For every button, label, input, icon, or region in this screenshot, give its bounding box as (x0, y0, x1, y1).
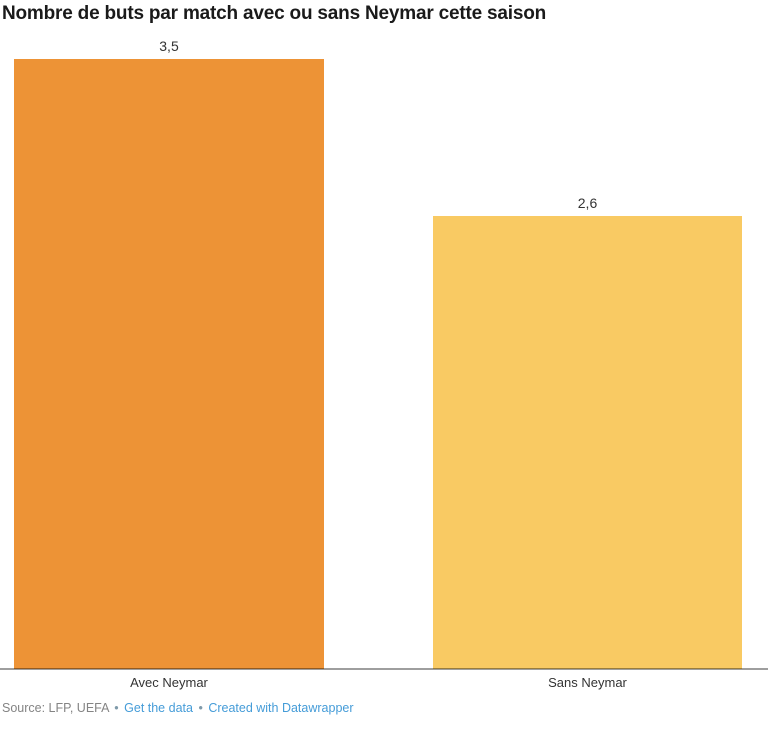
chart-title: Nombre de buts par match avec ou sans Ne… (2, 3, 547, 24)
footer-separator: • (114, 701, 119, 715)
x-axis-baseline (0, 668, 768, 670)
get-the-data-link[interactable]: Get the data (124, 701, 193, 715)
chart-footer: Source: LFP, UEFA • Get the data • Creat… (2, 700, 354, 716)
bar-group-sans-neymar: 2,6 (433, 195, 742, 669)
bar-group-avec-neymar: 3,5 (14, 38, 324, 669)
category-label-sans-neymar: Sans Neymar (548, 675, 627, 690)
bar-sans-neymar (433, 216, 742, 669)
category-label-avec-neymar: Avec Neymar (130, 675, 208, 690)
bar-value-label-avec: 3,5 (159, 38, 179, 54)
bar-value-label-sans: 2,6 (577, 195, 598, 211)
datawrapper-credit-link[interactable]: Created with Datawrapper (208, 701, 354, 715)
bar-avec-neymar (14, 59, 324, 669)
source-label: Source: LFP, UEFA (2, 701, 109, 715)
footer-separator: • (198, 701, 203, 715)
